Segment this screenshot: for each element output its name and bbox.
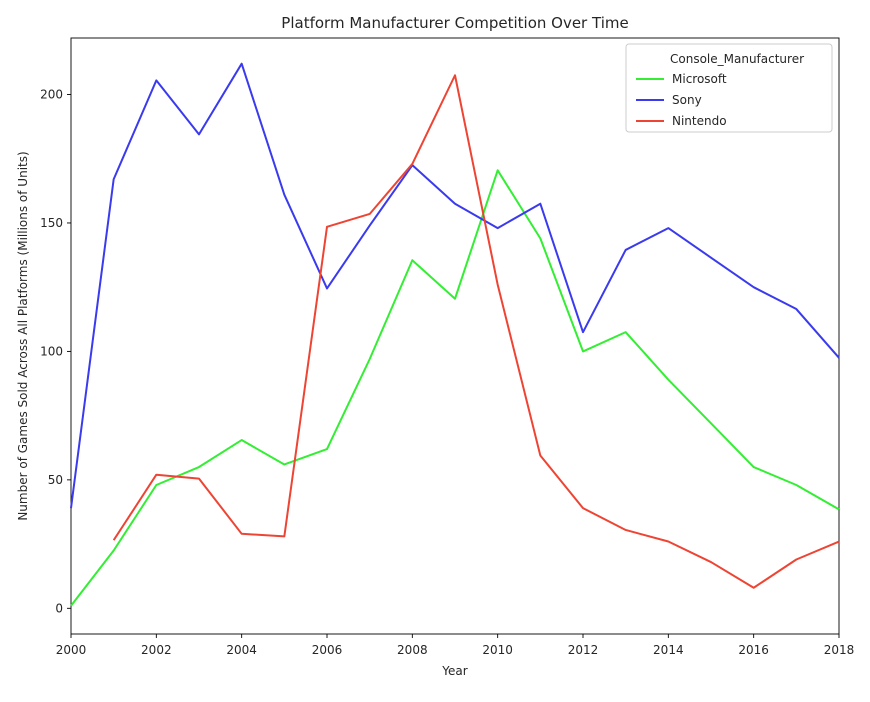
x-tick-label: 2004 [226, 643, 257, 657]
y-tick-label: 50 [48, 473, 63, 487]
x-tick-label: 2018 [824, 643, 855, 657]
series-line-nintendo [112, 74, 840, 589]
series-line-microsoft [70, 169, 840, 607]
series-lines [70, 62, 840, 607]
legend-box [625, 43, 833, 133]
x-tick-label: 2010 [482, 643, 513, 657]
y-tick-label: 150 [40, 216, 63, 230]
y-axis: 0 50 100 150 200 [40, 88, 71, 615]
legend: Console_Manufacturer Microsoft Sony Ninten… [625, 43, 833, 133]
plot-area-frame [70, 37, 840, 635]
x-tick-label: 2000 [56, 643, 87, 657]
x-tick-label: 2002 [141, 643, 172, 657]
x-tick-label: 2008 [397, 643, 428, 657]
legend-label-nintendo: Nintendo [672, 114, 727, 128]
x-tick-label: 2014 [653, 643, 684, 657]
legend-label-sony: Sony [672, 93, 702, 107]
legend-entries: Microsoft Sony Nintendo [636, 72, 727, 128]
x-axis: 2000 2002 2004 2006 2008 2010 2012 2014 2016 2018 [56, 634, 855, 657]
x-tick-label: 2006 [312, 643, 343, 657]
x-axis-label: Year [441, 664, 467, 678]
y-axis-label: Number of Games Sold Across All Platform… [16, 151, 30, 520]
legend-label-microsoft: Microsoft [672, 72, 727, 86]
y-tick-label: 200 [40, 88, 63, 102]
series-line-sony [70, 62, 840, 509]
y-tick-label: 100 [40, 344, 63, 358]
y-tick-label: 0 [55, 601, 63, 615]
legend-title: Console_Manufacturer [670, 52, 804, 66]
chart-title: Platform Manufacturer Competition Over T… [281, 14, 628, 32]
x-tick-label: 2016 [738, 643, 769, 657]
x-tick-label: 2012 [568, 643, 599, 657]
